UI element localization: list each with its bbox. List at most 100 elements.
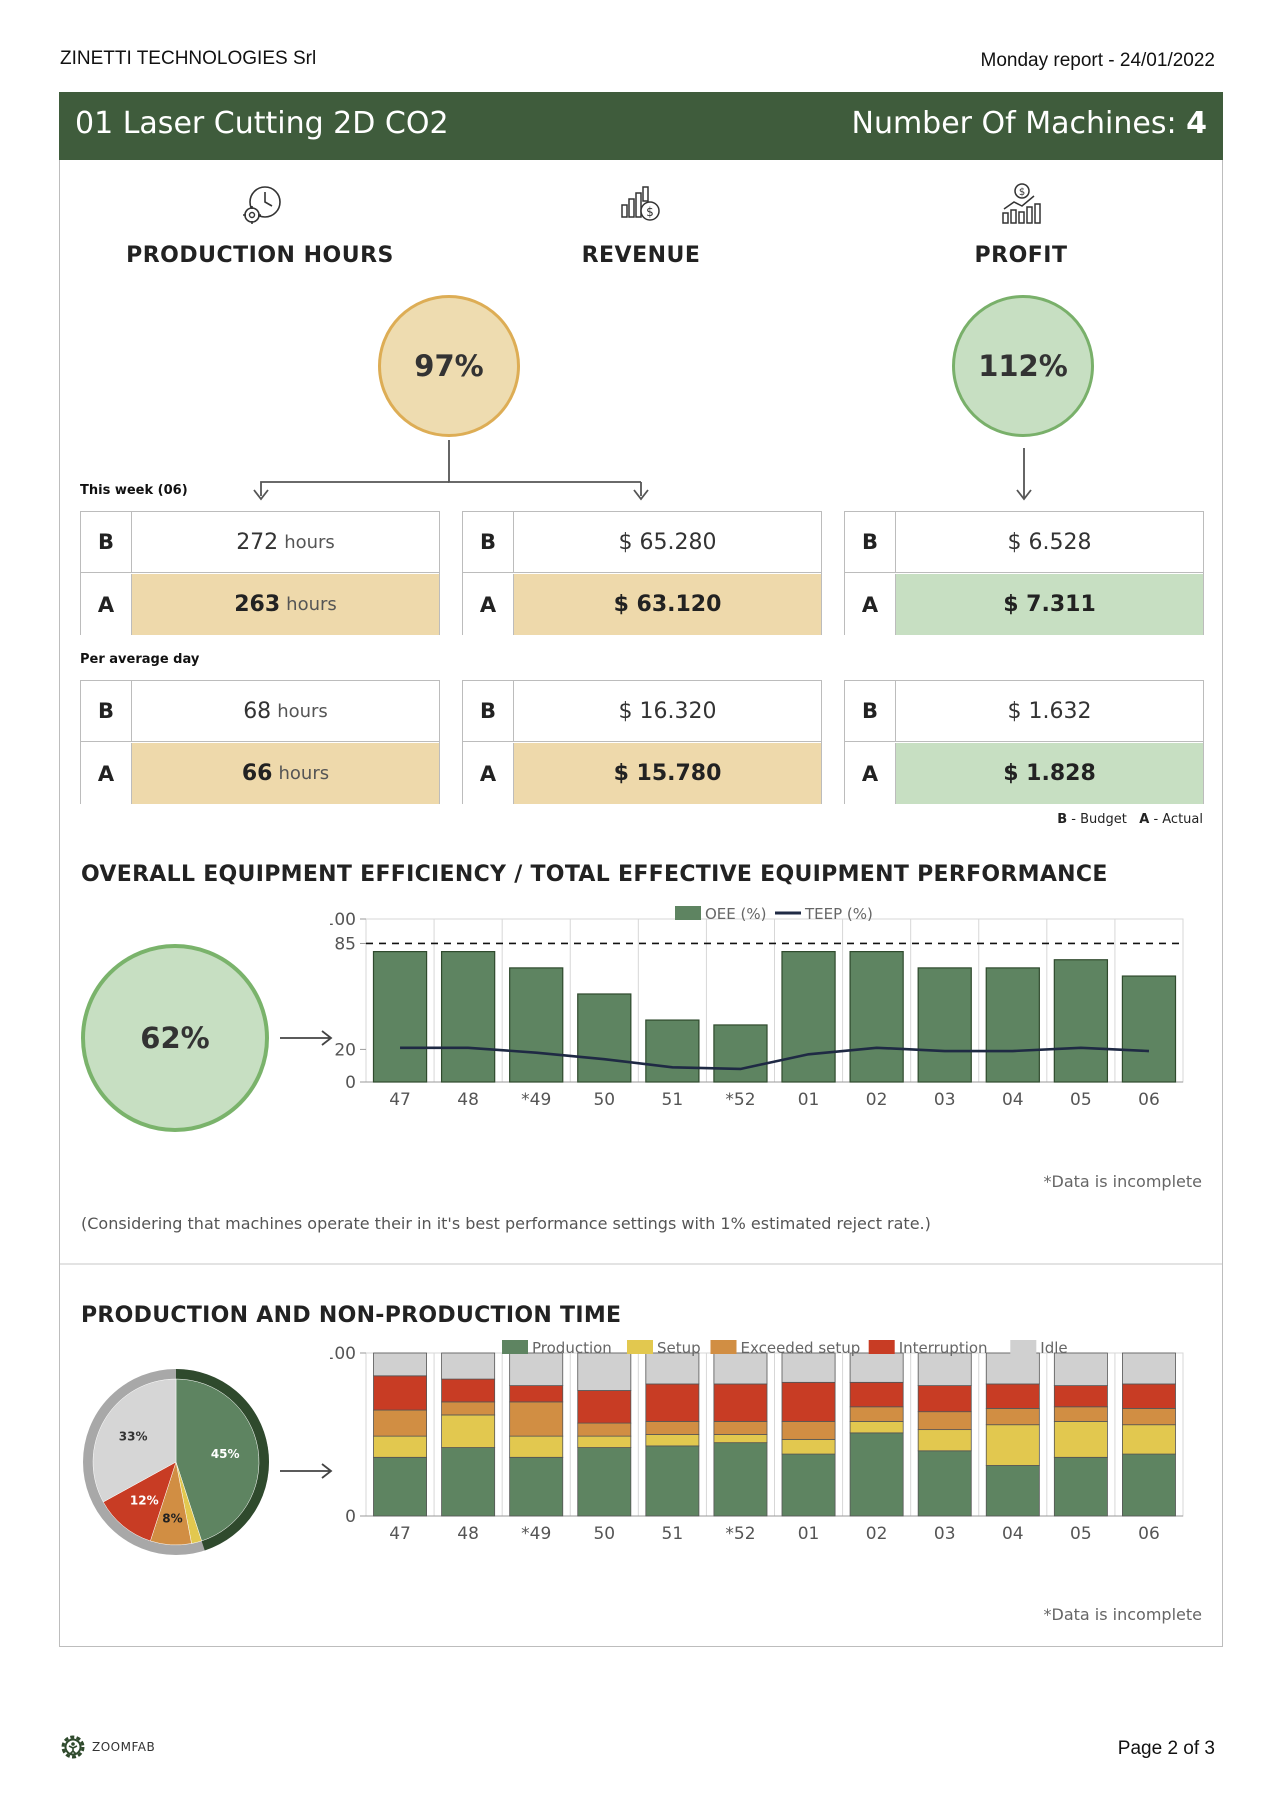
budget-key: B [845,512,896,572]
x-tick-label: 02 [866,1524,888,1544]
oee-bar [577,993,632,1083]
x-tick-label: 04 [1002,1524,1024,1544]
x-tick-label: 51 [662,1524,684,1544]
oee-footnote: (Considering that machines operate their… [81,1214,931,1233]
stacked-segment [781,1421,836,1440]
this-week-label: This week (06) [80,483,188,498]
y-tick-label: 20 [334,1040,356,1060]
stacked-segment [781,1453,836,1517]
x-tick-label: 48 [457,1524,479,1544]
day-hours-budget: 68 hours [243,698,328,724]
stacked-segment [849,1432,904,1517]
stacked-segment [373,1352,427,1377]
stacked-segment [917,1450,972,1517]
pie-slice-label: 12% [130,1493,159,1507]
actual-key: A [463,574,514,635]
stacked-segment [441,1447,496,1517]
stacked-segment [441,1352,496,1380]
company-name: ZINETTI TECHNOLOGIES Srl [60,48,317,69]
stacked-segment [1122,1383,1176,1409]
y-tick-label: 0 [345,1073,356,1093]
report-date: Monday report - 24/01/2022 [980,50,1216,71]
stacked-segment [1053,1385,1108,1408]
oee-overall-circle: 62% [81,944,269,1132]
revenue-chart-icon: $ [621,186,660,221]
stacked-segment [849,1381,904,1408]
revenue-label: REVENUE [581,243,701,268]
stacked-segment [645,1434,700,1447]
x-tick-label: 50 [593,1090,615,1110]
x-tick-label: 06 [1138,1090,1160,1110]
stacked-segment [849,1406,904,1422]
x-tick-label: *49 [521,1090,551,1110]
oee-bar [917,967,972,1083]
day-hours-table: B 68 hours A 66 hours [80,680,440,804]
oee-section-title: OVERALL EQUIPMENT EFFICIENCY / TOTAL EFF… [81,862,1108,887]
x-tick-label: *52 [725,1524,755,1544]
machines-count: 4 [1186,106,1207,141]
day-revenue-budget: $ 16.320 [618,698,717,724]
profit-label: PROFIT [974,243,1068,268]
clock-gear-icon [243,186,281,224]
stacked-segment [713,1442,768,1517]
machines-label: Number Of Machines: [851,106,1177,141]
stacked-segment [1122,1453,1176,1517]
stacked-segment [577,1390,632,1424]
oee-incomplete-note: *Data is incomplete [1043,1172,1202,1191]
x-tick-label: 05 [1070,1090,1092,1110]
legend-oee-label: OEE (%) [705,905,767,923]
week-profit-budget: $ 6.528 [1007,529,1092,555]
stacked-segment [917,1385,972,1413]
x-tick-label: 50 [593,1524,615,1544]
actual-key: A [81,574,132,635]
production-incomplete-note: *Data is incomplete [1043,1605,1202,1624]
week-profit-actual: $ 7.311 [896,574,1203,635]
profit-percent-circle: 112% [952,295,1094,437]
legend-label: Production [532,1339,612,1357]
x-tick-label: 51 [662,1090,684,1110]
stacked-segment [645,1421,700,1435]
stacked-segment [645,1383,700,1422]
stacked-segment [985,1408,1040,1426]
stacked-segment [1053,1406,1108,1422]
stacked-segment [849,1352,904,1383]
stacked-segment [781,1352,836,1383]
day-revenue-table: B $ 16.320 A $ 15.780 [462,680,822,804]
oee-bar [1053,959,1109,1083]
x-tick-label: *52 [725,1090,755,1110]
actual-key: A [463,743,514,804]
stacked-segment [917,1352,972,1386]
production-section-title: PRODUCTION AND NON-PRODUCTION TIME [81,1303,622,1328]
week-hours-actual: 263 hours [132,574,439,635]
x-tick-label: 01 [798,1524,820,1544]
arrow-right-icon [280,1463,333,1479]
stacked-segment [985,1465,1040,1517]
legend-teep-label: TEEP (%) [804,905,873,923]
legend-label: Exceeded setup [741,1339,861,1357]
x-tick-label: 04 [1002,1090,1024,1110]
gear-logo-icon [61,1735,85,1759]
stacked-segment [645,1445,700,1517]
pie-slice [102,1461,177,1542]
stacked-segment [645,1352,700,1385]
x-tick-label: 47 [389,1090,411,1110]
pie-slice-label: 45% [211,1447,240,1461]
machine-group-banner: 01 Laser Cutting 2D CO2 Number Of Machin… [59,92,1223,160]
stacked-segment [373,1375,427,1411]
stacked-segment [441,1414,496,1448]
oee-bar [372,950,428,1083]
stacked-segment [441,1378,496,1403]
stacked-segment [373,1409,427,1437]
stacked-segment [713,1421,768,1435]
production-revenue-percent-circle: 97% [378,295,520,437]
legend-label: Idle [1040,1339,1067,1357]
oee-bar [781,950,836,1083]
legend-label: Interruption [899,1339,988,1357]
x-tick-label: 03 [934,1090,956,1110]
section-divider [60,1263,1222,1265]
legend-swatch [868,1340,895,1354]
stacked-segment [373,1456,427,1517]
stacked-segment [781,1381,836,1422]
oee-bar [645,1019,700,1083]
pie-slice [175,1378,260,1542]
